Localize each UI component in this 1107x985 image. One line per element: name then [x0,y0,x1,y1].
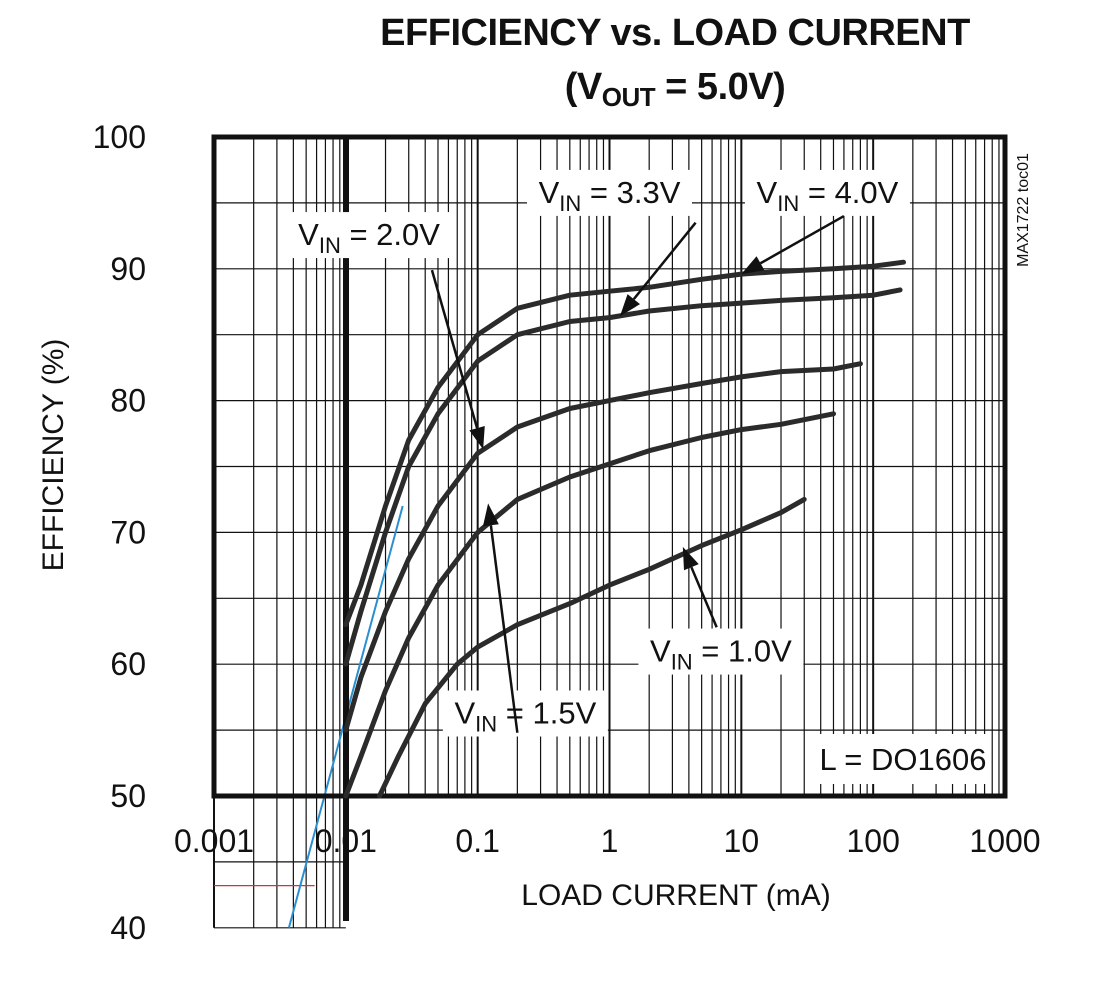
series-label-prefix: V [298,217,319,252]
plot-frame [211,134,1008,799]
series-label-bg [286,212,452,259]
arrow-shaft [430,269,479,429]
series-line [343,287,903,667]
series-label-prefix: V [650,634,671,669]
arrow-head [469,426,485,450]
x-tick-label: 0.001 [174,823,254,859]
y-tick-label: 80 [110,383,146,419]
y-tick-label: 40 [110,910,146,946]
arrow-shaft [632,221,697,300]
y-tick-label: 60 [110,646,146,682]
arrow-head [482,503,499,527]
series-label: VIN = 2.0V [298,217,440,258]
subtitle-suffix: = 5.0V) [655,66,786,108]
series-label-bg [527,169,692,216]
x-tick-label: 1000 [969,823,1040,859]
series-label: VIN = 1.0V [650,634,792,675]
series-line [343,411,836,799]
series-label-subscript: IN [319,233,341,258]
subtitle-subscript: OUT [601,82,656,112]
arrow-head [682,546,699,571]
x-tick-label: 10 [724,823,760,859]
inductor-note: L = DO1606 [820,742,987,777]
y-tick-label: 50 [110,778,146,814]
inductor-note-box: L = DO1606 [818,734,988,784]
x-tick-label: 0.01 [315,823,377,859]
series-label-bg [442,690,608,737]
y-tick-label: 70 [110,514,146,550]
arrow-shaft [759,214,845,265]
subtitle-prefix: (V [564,66,603,108]
chart-title: EFFICIENCY vs. LOAD CURRENT [380,12,970,54]
x-axis-label: LOAD CURRENT (mA) [521,879,830,912]
series-label-subscript: IN [777,191,799,216]
x-tick-label: 1 [601,823,619,859]
series-label-prefix: V [539,175,560,210]
arrow-head [619,294,640,317]
series-label-suffix: = 4.0V [799,175,898,210]
series-layer [343,259,906,799]
arrow-shaft [690,566,718,628]
series-label-suffix: = 1.0V [693,634,792,669]
series-label-prefix: V [757,175,778,210]
x-tick-label: 0.1 [455,823,499,859]
y-tick-label: 90 [110,251,146,287]
series-label-suffix: = 3.3V [581,175,680,210]
series-line [343,259,906,628]
x-tick-label: 100 [846,823,899,859]
chart-subtitle: (VOUT = 5.0V) [330,66,1020,113]
series-line [377,496,807,799]
series-line [343,361,863,733]
series-label-bg [744,169,910,216]
side-note: MAX1722 toc01 [1015,153,1032,267]
series-label-bg [638,628,804,675]
y-tick-label: 100 [93,119,146,155]
tick-labels: 0.001 0.01 0.1 1 10 100 1000 40 50 60 70 80 90 100 [93,119,1041,946]
series-label: VIN = 4.0V [757,175,899,216]
y-axis-label: EFFICIENCY (%) [37,339,70,572]
label-arrows [430,214,845,733]
series-label-subscript: IN [559,191,581,216]
series-label-subscript: IN [475,712,497,737]
arrow-head [741,256,765,275]
series-label-suffix: = 2.0V [341,217,440,252]
series-label-prefix: V [454,696,475,731]
series-label: VIN = 3.3V [539,175,681,216]
series-label-subscript: IN [671,650,693,675]
arrow-shaft [489,525,519,733]
